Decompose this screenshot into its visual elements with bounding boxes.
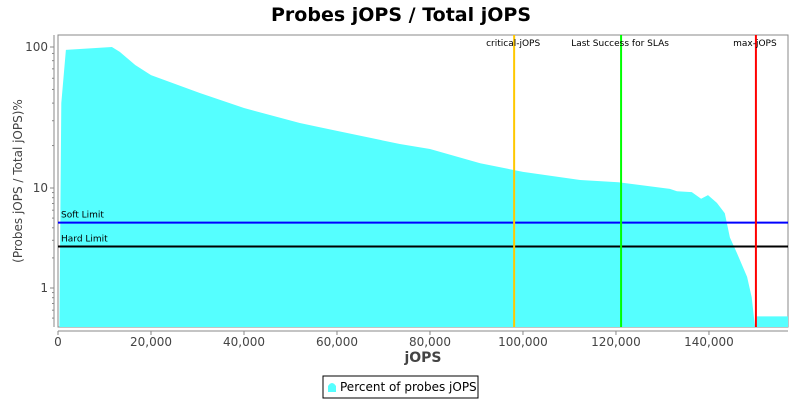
legend-box — [322, 375, 479, 399]
y-tick-label: 100 — [25, 40, 48, 54]
x-tick-label: 60,000 — [316, 335, 358, 349]
y-axis: 1 10 100 — [25, 35, 55, 327]
x-tick-label: 80,000 — [409, 335, 451, 349]
h-marker-label: Soft Limit — [61, 211, 104, 221]
chart-title: Probes jOPS / Total jOPS — [271, 4, 531, 26]
v-marker-label: max-jOPS — [733, 39, 777, 49]
y-tick-label: 1 — [40, 281, 48, 295]
x-tick-label: 40,000 — [223, 335, 265, 349]
v-marker-label: critical-jOPS — [486, 39, 540, 49]
x-tick-label: 20,000 — [130, 335, 172, 349]
markers-layer: Soft Limit Hard Limit critical-jOPS Last Su… — [58, 35, 788, 327]
x-tick-label: 120,000 — [591, 335, 641, 349]
h-marker-label: Hard Limit — [61, 235, 108, 245]
y-tick-label: 10 — [33, 181, 48, 195]
x-axis-label: jOPS — [403, 350, 441, 366]
series-layer — [59, 47, 788, 327]
x-tick-label: 140,000 — [684, 335, 734, 349]
x-axis: 0 20,000 40,000 60,000 80,000 100,000 120,000 1… — [54, 330, 788, 349]
y-axis-label: (Probes jOPS / Total jOPS)% — [11, 99, 25, 263]
legend: Percent of probes jOPS — [322, 375, 479, 399]
x-tick-label: 0 — [54, 335, 62, 349]
series-area — [59, 47, 756, 327]
legend-swatch-icon — [328, 383, 336, 392]
x-tick-label: 100,000 — [498, 335, 548, 349]
v-marker-label: Last Success for SLAs — [571, 39, 669, 49]
legend-entry: Percent of probes jOPS — [340, 380, 477, 394]
series-area — [756, 316, 788, 327]
